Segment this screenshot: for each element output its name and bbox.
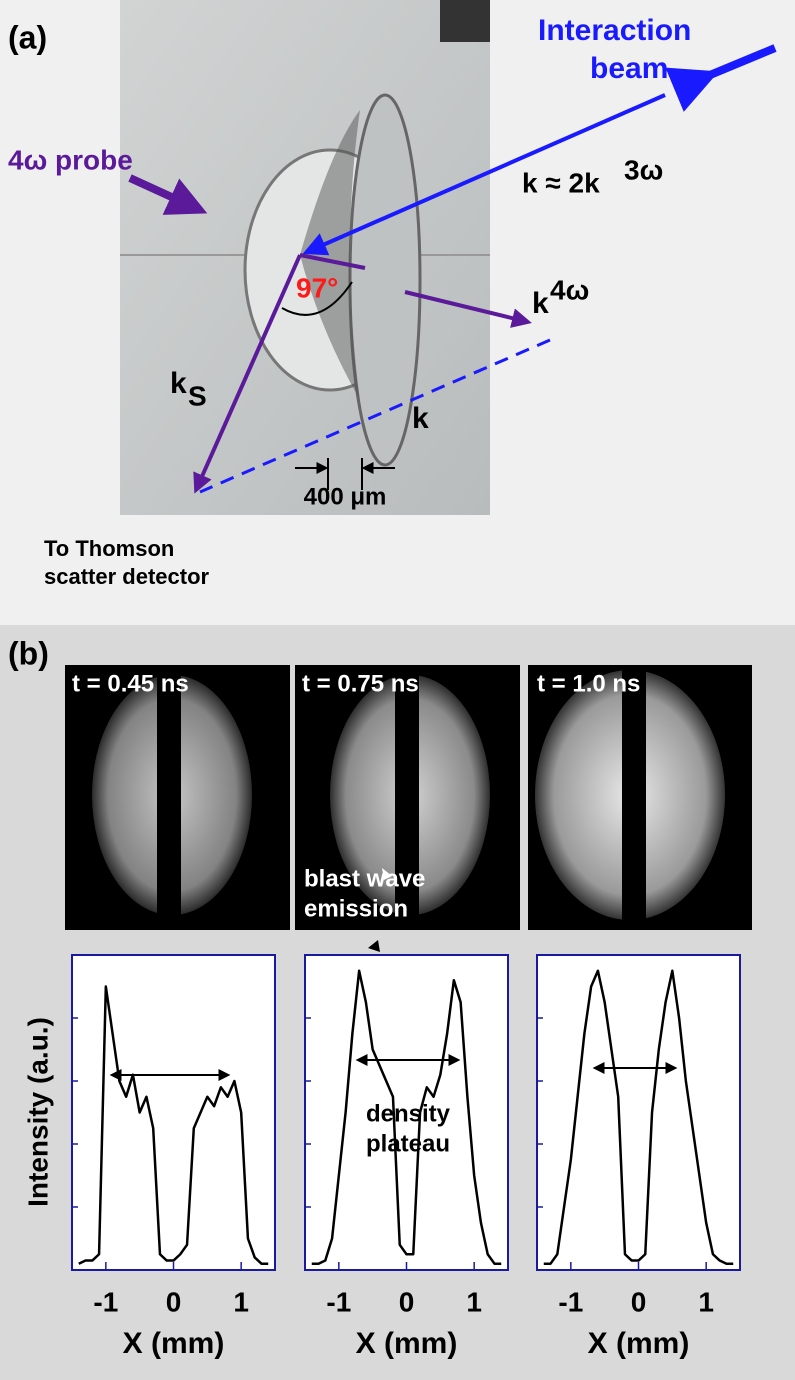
photo-holder: [440, 0, 490, 42]
x-tick-label: -1: [558, 1286, 583, 1317]
profile-line: [78, 985, 269, 1265]
x-tick-label: -1: [93, 1286, 118, 1317]
x-tick-label: 0: [399, 1286, 415, 1317]
plot-frame: [304, 954, 509, 1271]
k-relation-sup: 3ω: [624, 154, 663, 185]
time-label: t = 0.75 ns: [302, 670, 419, 697]
density-label: plateau: [366, 1130, 450, 1157]
ks-sub: S: [188, 380, 207, 411]
x-axis-label: X (mm): [123, 1327, 225, 1360]
x-tick-label: 1: [233, 1286, 249, 1317]
profile-line: [311, 969, 502, 1265]
panel-label: (a): [8, 19, 47, 55]
detector-label: scatter detector: [44, 564, 210, 589]
shadow: [622, 670, 646, 920]
time-label: t = 0.45 ns: [72, 670, 189, 697]
x-axis-label: X (mm): [356, 1327, 458, 1360]
beam-label: beam: [590, 52, 668, 85]
x-tick-label: -1: [326, 1286, 351, 1317]
x-tick-label: 0: [631, 1286, 647, 1317]
shadow: [157, 670, 181, 920]
plot-frame: [536, 954, 741, 1271]
images: [65, 665, 752, 930]
plots: -1 0 1X (mm)-1 0 1X (mm)-1 0 1X (mm): [71, 954, 741, 1360]
angle-arc: [281, 281, 353, 316]
k4w-arrow: [404, 290, 532, 328]
x-tick-label: 0: [166, 1286, 182, 1317]
detector-label: To Thomson: [44, 536, 174, 561]
y-axis-label: Intensity (a.u.): [22, 1017, 53, 1207]
blast-pointer: [382, 868, 392, 880]
probe-line: [299, 253, 366, 270]
profile-line: [543, 969, 734, 1265]
k-dashed: [199, 338, 551, 494]
x-tick-label: 1: [698, 1286, 714, 1317]
panel-label: (b): [8, 635, 49, 671]
k-label: k: [412, 402, 429, 435]
x-axis-label: X (mm): [588, 1327, 690, 1360]
probe-label: 4ω probe: [8, 144, 133, 175]
shadow: [395, 670, 419, 920]
time-label: t = 1.0 ns: [537, 670, 640, 697]
density-label: density: [366, 1100, 451, 1127]
beam-arrow: [302, 93, 666, 256]
ring: [348, 93, 422, 467]
x-tick-label: 1: [466, 1286, 482, 1317]
lens-edge: [300, 110, 360, 400]
ks-arrow: [193, 254, 302, 494]
blast-pointer: [368, 940, 380, 952]
beam-label: Interaction: [538, 14, 691, 47]
probe-indicator: [128, 174, 208, 215]
blast-label: blast wave: [304, 865, 425, 892]
angle-label: 97°: [296, 272, 338, 303]
k4w-label: k: [532, 287, 549, 320]
scale-label: 400 μm: [304, 483, 387, 510]
beam-indicator: [665, 44, 777, 112]
k4w-sup: 4ω: [550, 274, 589, 305]
ks-label: k: [170, 367, 187, 400]
blast-label: emission: [304, 895, 408, 922]
k-relation: k ≈ 2k: [522, 167, 600, 198]
